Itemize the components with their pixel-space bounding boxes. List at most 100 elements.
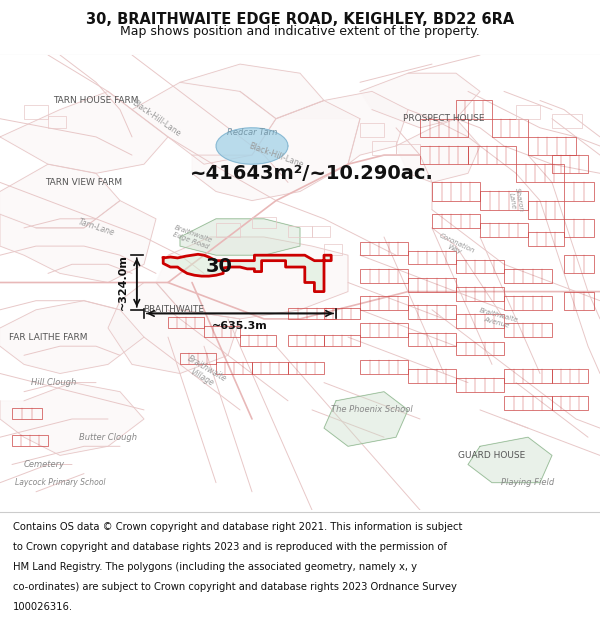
Text: TARN VIEW FARM: TARN VIEW FARM (46, 178, 122, 187)
Text: Sharon
Lane: Sharon Lane (508, 188, 524, 214)
Bar (528, 232, 564, 246)
Text: Coronation
Way: Coronation Way (436, 232, 476, 260)
Bar (504, 324, 552, 337)
Bar (204, 326, 240, 337)
Bar (480, 223, 528, 237)
Text: ~324.0m: ~324.0m (118, 254, 128, 311)
Bar (468, 146, 516, 164)
Text: Cemetery: Cemetery (24, 460, 65, 469)
Bar (420, 119, 468, 137)
Text: 100026316.: 100026316. (13, 602, 73, 612)
Bar (552, 396, 588, 410)
Text: co-ordinates) are subject to Crown copyright and database rights 2023 Ordnance S: co-ordinates) are subject to Crown copyr… (13, 582, 457, 592)
Text: GUARD HOUSE: GUARD HOUSE (458, 451, 526, 460)
Bar (564, 182, 594, 201)
Polygon shape (0, 201, 156, 282)
Bar (396, 144, 420, 155)
Polygon shape (0, 301, 144, 374)
Text: BRAITHWAITE: BRAITHWAITE (143, 305, 205, 314)
Bar (360, 241, 408, 255)
Text: ~635.3m: ~635.3m (212, 321, 268, 331)
Bar (288, 308, 336, 319)
Bar (564, 219, 594, 237)
Polygon shape (396, 119, 480, 182)
Bar (372, 141, 396, 155)
Bar (360, 123, 384, 137)
Polygon shape (0, 91, 168, 173)
Bar (12, 435, 48, 446)
Bar (516, 164, 564, 182)
Text: Contains OS data © Crown copyright and database right 2021. This information is : Contains OS data © Crown copyright and d… (13, 521, 463, 531)
Polygon shape (163, 254, 331, 292)
Polygon shape (0, 164, 120, 228)
Text: ~41643m²/~10.290ac.: ~41643m²/~10.290ac. (190, 164, 434, 182)
Text: Braithwaite
Edge Road: Braithwaite Edge Road (171, 224, 213, 250)
Text: Black-Hill-Lane: Black-Hill-Lane (130, 99, 182, 139)
Bar (360, 296, 408, 310)
Polygon shape (108, 282, 240, 374)
Bar (456, 378, 504, 392)
Bar (288, 226, 312, 237)
Bar (504, 369, 552, 382)
Bar (360, 269, 408, 282)
Bar (456, 314, 504, 328)
Text: Butter Clough: Butter Clough (79, 432, 137, 442)
Text: Braithwaite
Village: Braithwaite Village (180, 354, 228, 393)
Bar (252, 216, 276, 228)
Bar (48, 116, 66, 128)
Bar (408, 332, 456, 346)
Polygon shape (324, 392, 408, 446)
Text: Laycock Primary School: Laycock Primary School (15, 478, 105, 488)
Bar (288, 362, 324, 374)
Polygon shape (0, 382, 144, 456)
Bar (12, 408, 42, 419)
Bar (360, 324, 408, 337)
Bar (456, 101, 492, 119)
Bar (504, 269, 552, 282)
Text: to Crown copyright and database rights 2023 and is reproduced with the permissio: to Crown copyright and database rights 2… (13, 542, 447, 552)
Bar (552, 155, 588, 173)
Bar (324, 244, 342, 255)
Bar (324, 308, 360, 319)
Bar (252, 362, 288, 374)
Polygon shape (360, 73, 480, 127)
Text: 30, BRAITHWAITE EDGE ROAD, KEIGHLEY, BD22 6RA: 30, BRAITHWAITE EDGE ROAD, KEIGHLEY, BD2… (86, 12, 514, 27)
Polygon shape (132, 82, 276, 164)
Text: Hill Clough: Hill Clough (31, 378, 77, 387)
Bar (492, 119, 528, 137)
Text: Braithwaite
Avenue: Braithwaite Avenue (477, 308, 519, 331)
Bar (432, 214, 480, 228)
Bar (456, 342, 504, 355)
Bar (240, 335, 276, 346)
Text: The Phoenix School: The Phoenix School (331, 406, 413, 414)
Bar (288, 335, 324, 346)
Text: Black-Hill-Lane: Black-Hill-Lane (248, 141, 304, 169)
Bar (564, 292, 594, 310)
Bar (516, 105, 540, 119)
Text: Redcar Tarn: Redcar Tarn (227, 128, 277, 137)
Bar (480, 191, 528, 210)
Bar (420, 146, 468, 164)
Bar (324, 335, 360, 346)
Bar (504, 296, 552, 310)
Bar (456, 287, 504, 301)
Bar (216, 223, 240, 237)
Text: 30: 30 (206, 257, 232, 276)
Bar (432, 182, 480, 201)
Text: Tarn-Lane: Tarn-Lane (77, 217, 115, 238)
Polygon shape (276, 91, 408, 164)
Text: Map shows position and indicative extent of the property.: Map shows position and indicative extent… (120, 26, 480, 39)
Bar (24, 105, 48, 119)
Bar (564, 255, 594, 273)
Bar (168, 317, 204, 328)
Bar (504, 396, 552, 410)
Polygon shape (156, 237, 348, 319)
Bar (456, 260, 504, 273)
Polygon shape (180, 219, 300, 255)
Polygon shape (468, 438, 552, 483)
Bar (552, 369, 588, 382)
Polygon shape (216, 128, 288, 164)
Bar (312, 226, 330, 237)
Bar (408, 305, 456, 319)
Polygon shape (192, 101, 360, 201)
